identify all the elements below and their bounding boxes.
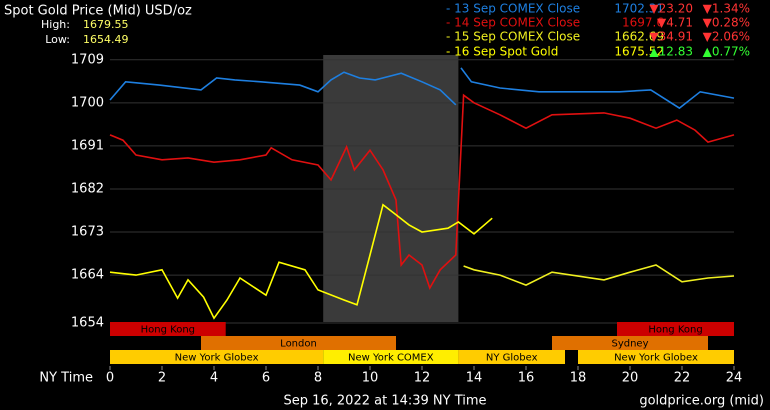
- y-tick-label: 1682: [71, 181, 104, 196]
- source: goldprice.org (mid): [639, 394, 764, 409]
- x-axis-label: NY Time: [39, 371, 93, 386]
- legend-name: - 13 Sep COMEX Close: [446, 2, 580, 16]
- session-bar: [201, 336, 396, 350]
- session-label: NY Globex: [486, 353, 538, 364]
- low-value: 1654.49: [83, 33, 129, 46]
- legend-change: ▼4.71: [657, 16, 693, 30]
- session-label: New York Globex: [614, 353, 698, 364]
- y-tick-label: 1673: [71, 225, 104, 240]
- x-tick-label: 10: [362, 371, 379, 386]
- session-bar: [458, 350, 565, 364]
- legend-close: 1662.69: [614, 30, 664, 44]
- legend-change: ▼34.91: [649, 30, 693, 44]
- x-tick-label: 16: [518, 371, 535, 386]
- session-label: New York COMEX: [348, 353, 434, 364]
- legend-name: - 16 Sep Spot Gold: [446, 45, 558, 59]
- legend-name: - 14 Sep COMEX Close: [446, 16, 580, 30]
- legend-change-pct: ▼0.28%: [703, 16, 750, 30]
- legend-change: ▼23.20: [649, 2, 693, 16]
- session-bar: [110, 350, 324, 364]
- legend-close: 1675.52: [614, 45, 664, 59]
- x-tick-label: 14: [466, 371, 483, 386]
- series-line: [109, 67, 735, 110]
- legend-close: 1702.31: [614, 2, 664, 16]
- y-tick-label: 1664: [71, 268, 104, 283]
- session-bar: [110, 322, 226, 336]
- y-tick-label: 1709: [71, 52, 104, 67]
- session-label: London: [280, 339, 317, 350]
- session-label: Hong Kong: [141, 325, 195, 336]
- legend-close: 1697.6: [622, 16, 664, 30]
- low-label: Low:: [45, 33, 70, 46]
- session-bar: [323, 350, 459, 364]
- x-tick-label: 2: [158, 371, 166, 386]
- session-label: Hong Kong: [648, 325, 702, 336]
- session-label: Sydney: [611, 339, 648, 350]
- x-tick-label: 18: [570, 371, 587, 386]
- session-bar: [552, 336, 708, 350]
- footer: Sep 16, 2022 at 14:39 NY Time: [283, 394, 486, 409]
- x-tick-label: 6: [262, 371, 270, 386]
- session-bar: [578, 350, 734, 364]
- legend-change-pct: ▼2.06%: [703, 30, 750, 44]
- y-tick-label: 1700: [71, 95, 104, 110]
- series-line: [109, 93, 735, 290]
- x-tick-label: 20: [622, 371, 639, 386]
- x-tick-label: 22: [674, 371, 691, 386]
- high-label: High:: [41, 18, 70, 31]
- x-tick-label: 0: [106, 371, 114, 386]
- chart-title: Spot Gold Price (Mid) USD/oz: [4, 4, 192, 19]
- series-line: [109, 203, 493, 320]
- session-bar: [617, 322, 734, 336]
- x-tick-label: 8: [314, 371, 322, 386]
- legend-change-pct: ▲0.77%: [703, 45, 750, 59]
- legend-change-pct: ▼1.34%: [703, 2, 750, 16]
- y-tick-label: 1691: [71, 138, 104, 153]
- legend-change: ▲12.83: [649, 45, 693, 59]
- series-line: [463, 264, 735, 286]
- high-value: 1679.55: [83, 18, 129, 31]
- legend-name: - 15 Sep COMEX Close: [446, 30, 580, 44]
- x-tick-label: 12: [414, 371, 431, 386]
- x-tick-label: 24: [726, 371, 743, 386]
- x-tick-label: 4: [210, 371, 218, 386]
- y-tick-label: 1654: [71, 315, 104, 330]
- session-label: New York Globex: [175, 353, 259, 364]
